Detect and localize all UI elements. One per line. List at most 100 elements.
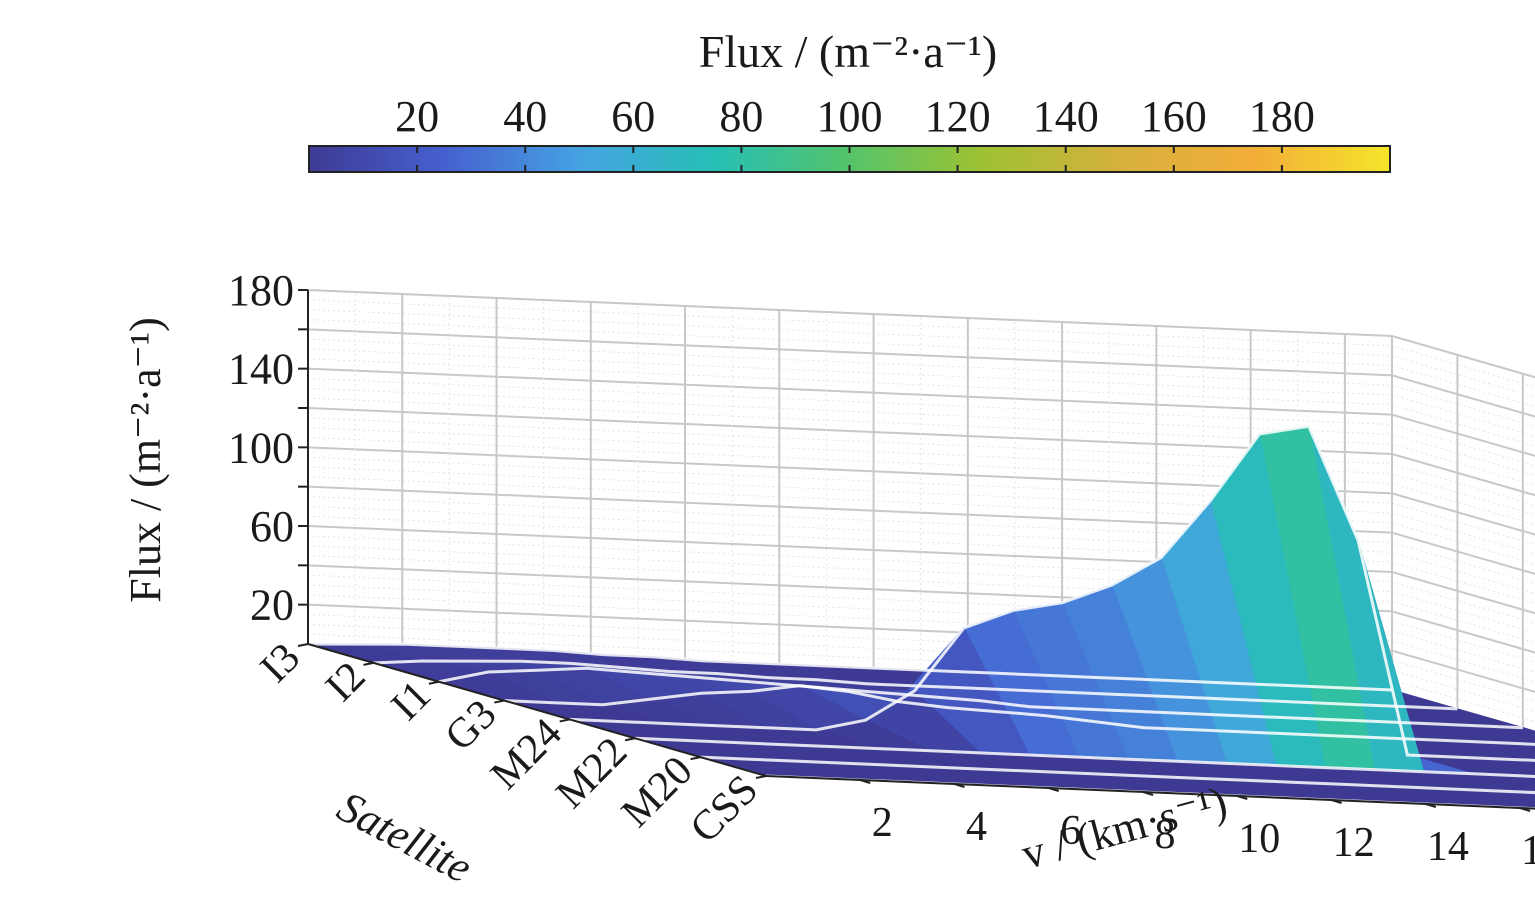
side-wall-grid-line	[1391, 463, 1535, 506]
side-wall-grid-line	[1391, 483, 1535, 526]
back-wall-grid-line	[307, 427, 1393, 475]
side-wall-grid-line	[1391, 335, 1535, 379]
colorbar-tick-label: 60	[611, 92, 655, 141]
z-tick-label: 100	[228, 423, 294, 472]
x-tick	[1142, 791, 1154, 796]
side-wall-grid-line	[1391, 571, 1535, 615]
z-axis-label: Flux / (m⁻²·a⁻¹)	[121, 317, 170, 602]
colorbar-tick-label: 160	[1141, 92, 1207, 141]
x-tick	[859, 779, 871, 784]
back-wall-grid-line	[307, 348, 1393, 396]
surface-mesh-line	[635, 736, 1535, 778]
y-tick	[755, 775, 767, 779]
back-wall-grid-line	[307, 614, 1393, 661]
z-tick-label: 20	[250, 581, 294, 630]
back-wall-grid-line	[307, 407, 1393, 455]
surface-mesh-line	[504, 684, 1535, 746]
x-axis-ticks: 246810121416182022	[859, 779, 1535, 874]
colorbar-tick-labels: 20 40 60 80 100 120 140 160 180	[395, 92, 1315, 141]
y-tick	[428, 680, 440, 685]
surface-mesh-line	[373, 659, 1458, 711]
side-wall-grid-line	[1391, 443, 1535, 486]
back-wall-grid-line	[307, 378, 1393, 425]
side-wall-grid-line	[1391, 374, 1535, 418]
side-wall-grid-line	[1391, 384, 1535, 427]
colorbar-tick-label: 120	[925, 92, 991, 141]
colorbar: Flux / (m⁻²·a⁻¹) 20 40 60 80 100 120 140 160 180	[308, 26, 1391, 173]
x-tick-label: 8	[1155, 812, 1176, 858]
back-wall-grid-line	[307, 328, 1393, 377]
back-wall-grid-line	[307, 555, 1393, 602]
side-wall-grid-line	[1391, 522, 1535, 565]
back-wall-grid-line	[307, 446, 1393, 495]
side-wall-grid-line	[1391, 404, 1535, 447]
y-tick-label: I3	[252, 635, 309, 692]
z-tick-label: 60	[250, 502, 294, 551]
y-axis-line	[307, 643, 767, 777]
x-tick	[1237, 795, 1248, 800]
side-wall-grid-line	[1391, 649, 1535, 693]
back-wall-grid-line	[307, 417, 1393, 465]
x-tick-label: 12	[1333, 820, 1375, 866]
side-wall-grid-line	[1391, 561, 1535, 604]
back-wall-grid-line	[307, 515, 1393, 563]
back-wall-grid-line	[307, 505, 1393, 553]
colorbar-tick-label: 40	[503, 92, 547, 141]
back-wall-grid-line	[307, 545, 1393, 593]
side-wall-grid-line	[1391, 413, 1535, 457]
side-wall-grid-line	[1391, 610, 1535, 654]
x-tick	[954, 783, 965, 788]
back-wall-grid-line	[307, 466, 1393, 514]
colorbar-ticks	[416, 146, 1283, 172]
x-tick	[1425, 803, 1437, 808]
y-tick	[297, 643, 309, 647]
back-wall-grid-line	[307, 633, 1393, 681]
x-tick-label: 4	[966, 804, 987, 850]
side-wall-grid-line	[1391, 453, 1535, 497]
back-wall-grid-line	[307, 387, 1393, 435]
back-wall-grid-line	[307, 309, 1393, 357]
back-wall-grid-line	[307, 623, 1393, 671]
x-tick	[1048, 787, 1060, 792]
side-wall-grid-line	[1391, 531, 1535, 575]
colorbar-tick-label: 20	[395, 92, 439, 141]
back-wall-grid-line	[307, 437, 1393, 484]
side-wall-grid-line	[1391, 492, 1535, 536]
back-wall-grid-line	[307, 496, 1393, 543]
colorbar-tick-label: 80	[719, 92, 763, 141]
x-tick-label: 6	[1060, 808, 1081, 854]
colorbar-tick-label: 180	[1249, 92, 1315, 141]
z-tick-label: 180	[228, 266, 294, 315]
colorbar-label: Flux / (m⁻²·a⁻¹)	[699, 26, 997, 77]
back-wall-grid-line	[307, 476, 1393, 524]
side-wall-grid-line	[1391, 424, 1535, 467]
z-tick-label: 140	[228, 345, 294, 394]
side-wall-grid-line	[1391, 502, 1535, 545]
back-wall-grid-line	[307, 319, 1393, 366]
back-wall-grid-line	[307, 367, 1393, 416]
y-tick-label: I1	[383, 672, 440, 729]
back-wall-grid-line	[307, 289, 1393, 337]
y-tick	[690, 756, 701, 761]
side-wall-grid-line	[1391, 542, 1535, 585]
axes-frame	[307, 290, 1535, 810]
side-wall-grid-line	[1391, 365, 1535, 408]
surface-mesh-line	[569, 424, 1535, 762]
x-axis-line	[765, 775, 1535, 810]
surface-mesh-line	[438, 666, 1523, 730]
back-wall-grid-line	[307, 594, 1393, 642]
surface-mesh-line	[307, 642, 1393, 692]
x-tick-label: 16	[1521, 828, 1535, 874]
x-tick-label: 2	[872, 800, 893, 846]
surface-mesh-line	[700, 755, 1535, 795]
back-wall-grid-line	[307, 338, 1393, 386]
colorbar-tick-label: 140	[1033, 92, 1099, 141]
back-wall-grid-line	[307, 584, 1393, 632]
x-tick	[1519, 807, 1531, 812]
back-wall-grid-line	[307, 535, 1393, 583]
y-tick	[559, 718, 570, 723]
side-wall-grid-line	[1391, 581, 1535, 624]
x-tick-label: 14	[1427, 824, 1469, 870]
y-axis-label: Satellite	[330, 782, 480, 893]
